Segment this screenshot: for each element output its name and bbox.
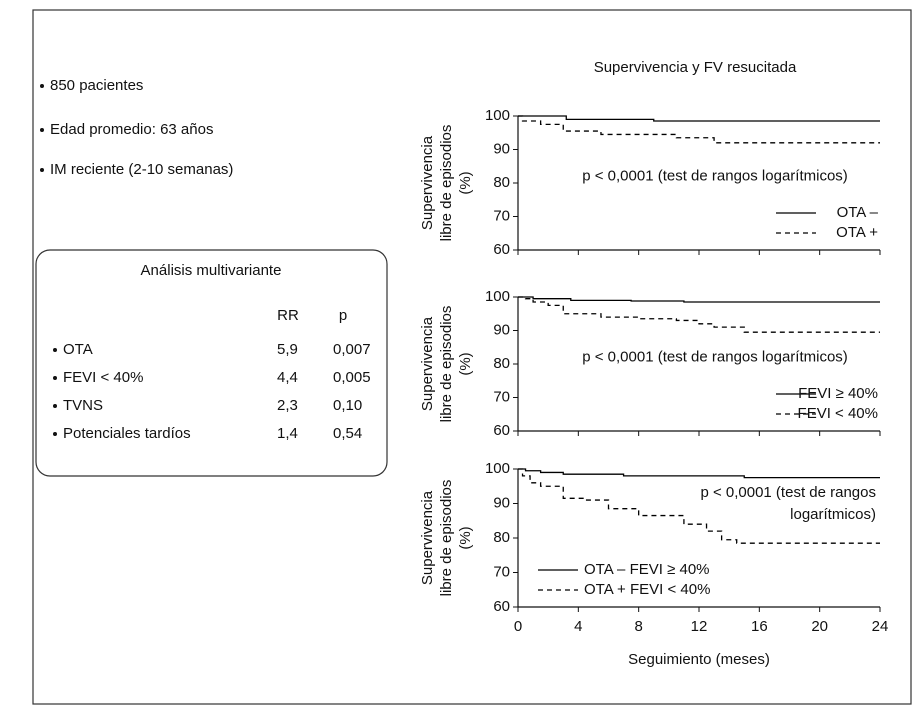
table-cell: 1,4	[277, 425, 298, 442]
legend-label: OTA +	[836, 224, 878, 241]
y-axis-label: libre de episodios	[438, 306, 455, 423]
x-tick-label: 20	[811, 618, 828, 635]
annotation: logarítmicos)	[790, 506, 876, 523]
survival-line	[518, 296, 880, 303]
y-tick-label: 70	[493, 388, 510, 405]
y-axis-label: (%)	[457, 352, 474, 375]
y-axis-label: Supervivencia	[419, 490, 436, 585]
x-tick-label: 8	[634, 618, 642, 635]
y-tick-label: 90	[493, 140, 510, 157]
table-cell: 0,005	[333, 369, 371, 386]
y-axis-label: Supervivencia	[419, 135, 436, 230]
frame	[32, 9, 912, 705]
table-cell: 2,3	[277, 397, 298, 414]
table-cell: 0,54	[333, 425, 362, 442]
bullet-dot	[53, 432, 57, 436]
table-cell: 0,007	[333, 341, 371, 358]
table-cell: TVNS	[63, 397, 103, 414]
legend-label: FEVI ≥ 40%	[798, 385, 878, 402]
survival-line	[518, 296, 880, 333]
table-cell: 4,4	[277, 369, 298, 386]
bullet-dot	[40, 128, 44, 132]
y-axis-label: Supervivencia	[419, 316, 436, 411]
y-tick-label: 90	[493, 494, 510, 511]
bullet-text: 850 pacientes	[50, 77, 143, 94]
y-tick-label: 100	[485, 107, 510, 124]
y-axis-label: libre de episodios	[438, 125, 455, 242]
table-cell: OTA	[63, 341, 93, 358]
legend-label: OTA – FEVI ≥ 40%	[584, 561, 710, 578]
y-tick-label: 100	[485, 288, 510, 305]
table-header: p	[339, 307, 347, 324]
y-tick-label: 80	[493, 355, 510, 372]
y-tick-label: 60	[493, 422, 510, 439]
bullet-dot	[53, 376, 57, 380]
y-tick-label: 70	[493, 207, 510, 224]
y-tick-label: 70	[493, 563, 510, 580]
survival-line	[518, 115, 880, 144]
table-cell: 0,10	[333, 397, 362, 414]
x-tick-label: 12	[691, 618, 708, 635]
annotation: p < 0,0001 (test de rangos logarítmicos)	[582, 167, 848, 184]
annotation: p < 0,0001 (test de rangos logarítmicos)	[582, 348, 848, 365]
table-cell: Potenciales tardíos	[63, 425, 191, 442]
bullet-text: Edad promedio: 63 años	[50, 121, 213, 138]
y-tick-label: 80	[493, 174, 510, 191]
bullet-dot	[40, 168, 44, 172]
x-tick-label: 16	[751, 618, 768, 635]
survival-line	[518, 115, 880, 122]
table-cell: 5,9	[277, 341, 298, 358]
legend-label: OTA –	[837, 204, 879, 221]
x-axis-label: Seguimiento (meses)	[628, 651, 770, 668]
x-tick-label: 24	[872, 618, 889, 635]
bullet-text: IM reciente (2-10 semanas)	[50, 161, 233, 178]
y-axis-label: (%)	[457, 171, 474, 194]
y-axis-label: libre de episodios	[438, 480, 455, 597]
y-tick-label: 100	[485, 460, 510, 477]
x-tick-label: 4	[574, 618, 582, 635]
x-tick-label: 0	[514, 618, 522, 635]
y-tick-label: 90	[493, 321, 510, 338]
bullet-dot	[53, 404, 57, 408]
bullet-dot	[40, 84, 44, 88]
bullet-dot	[53, 348, 57, 352]
y-tick-label: 60	[493, 598, 510, 615]
figure-title: Supervivencia y FV resucitada	[594, 59, 797, 76]
y-axis-label: (%)	[457, 526, 474, 549]
annotation: p < 0,0001 (test de rangos	[700, 484, 876, 501]
table-header: RR	[277, 307, 299, 324]
table-box	[35, 249, 388, 477]
legend-label: FEVI < 40%	[798, 405, 878, 422]
survival-line	[518, 468, 880, 479]
table-title: Análisis multivariante	[141, 262, 282, 279]
table-cell: FEVI < 40%	[63, 369, 143, 386]
y-tick-label: 80	[493, 529, 510, 546]
y-tick-label: 60	[493, 241, 510, 258]
legend-label: OTA + FEVI < 40%	[584, 581, 710, 598]
